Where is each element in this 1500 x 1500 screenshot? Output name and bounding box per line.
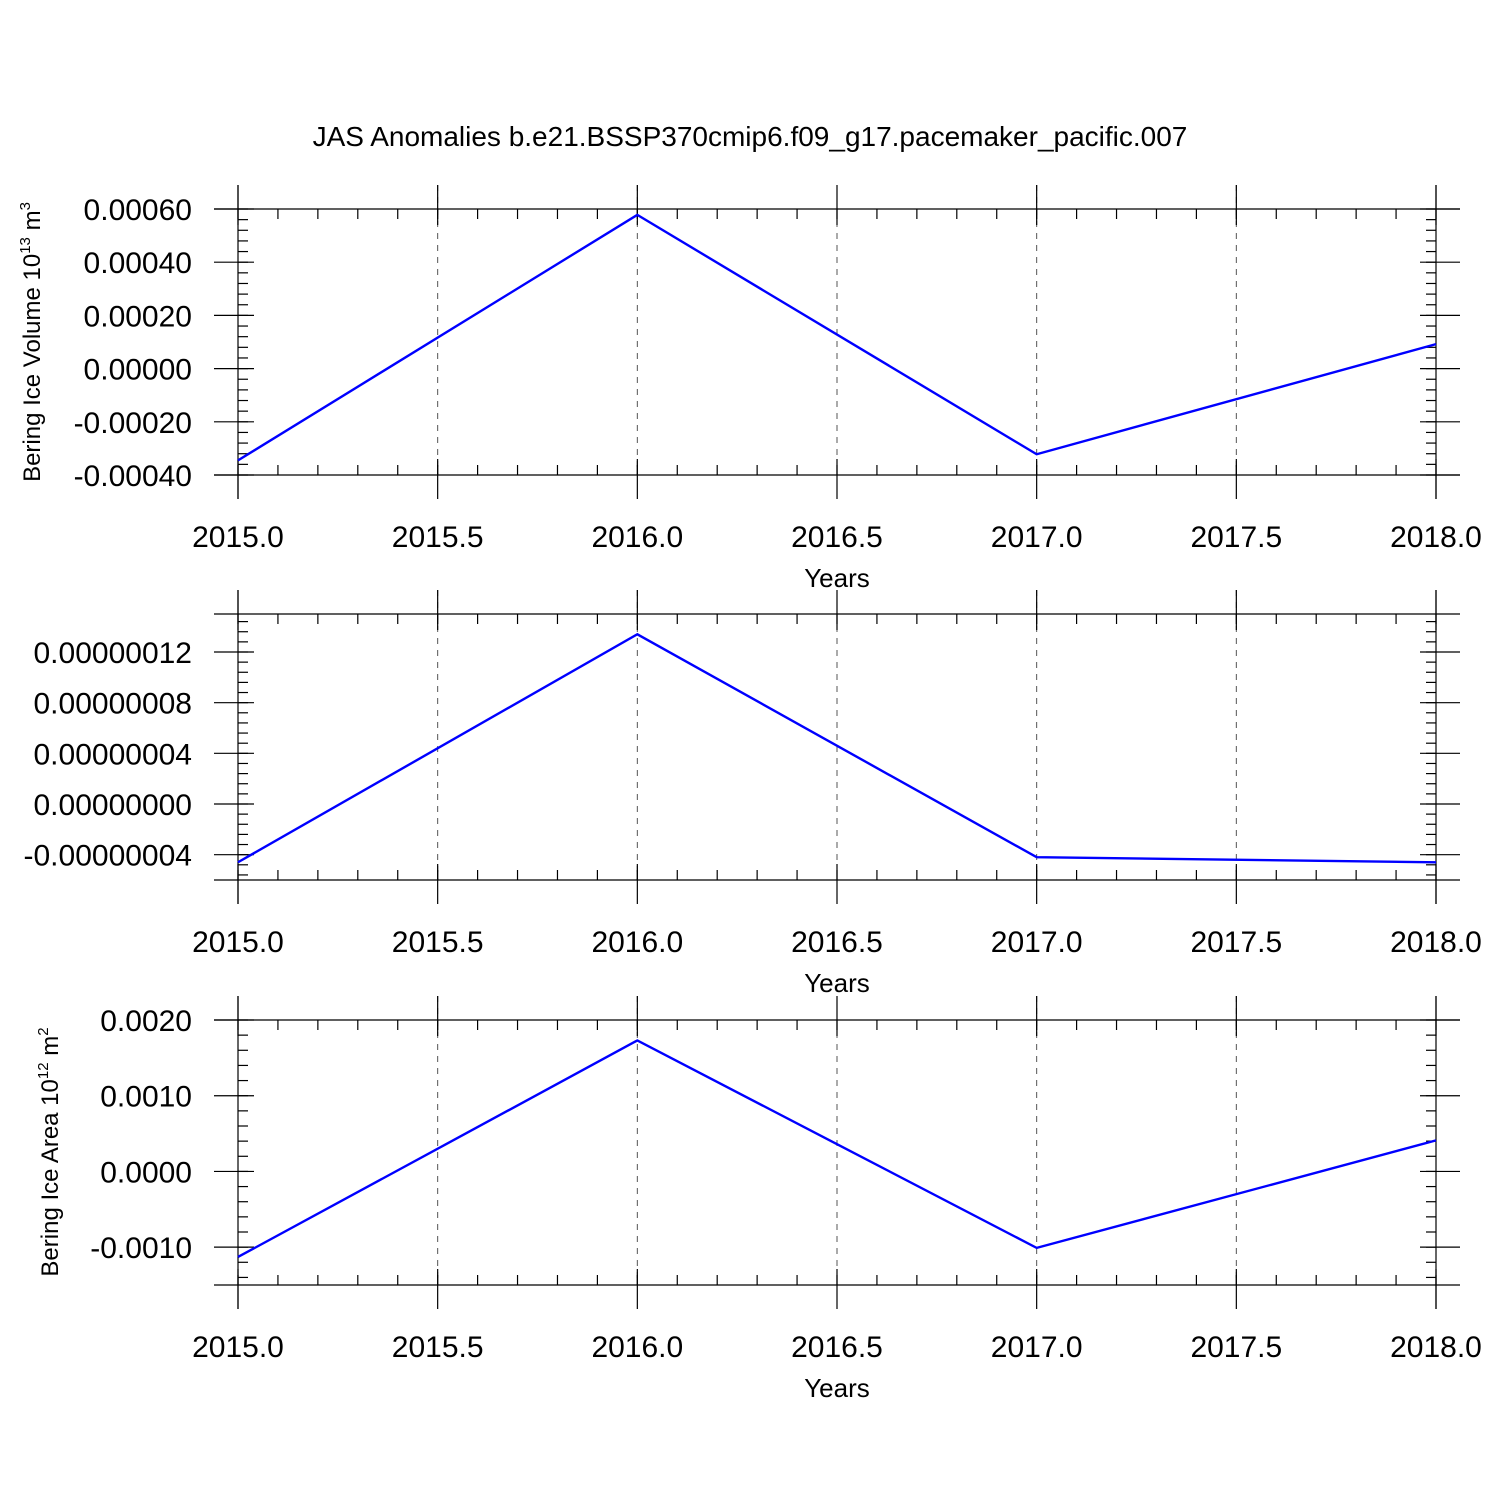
x-tick-label: 2017.0 [991, 521, 1083, 554]
x-tick-label: 2018.0 [1390, 1331, 1482, 1364]
x-tick-label: 2018.0 [1390, 521, 1482, 554]
y-axis-label: Bering Ice Volume 1013 m3 [17, 202, 46, 482]
y-tick-label: 0.00000000 [34, 789, 193, 822]
panel-1: 2015.0 2015.5 2016.0 2016.5 2017.0 2017.5 2018… [17, 185, 1482, 593]
x-axis-label: Years [804, 1373, 870, 1403]
y-axis-label: Bering Ice Area 1012 m2 [35, 1027, 64, 1276]
x-tick-label: 2016.5 [791, 926, 883, 959]
series-line [237, 632, 1437, 864]
y-tick-label: -0.00040 [74, 460, 192, 493]
y-tick-label: -0.0010 [90, 1232, 192, 1265]
panel-2: 2015.0 2015.5 2016.0 2016.5 2017.0 2017.5 2018… [24, 590, 1482, 998]
x-tick-label: 2017.0 [991, 926, 1083, 959]
y-axis-label-exp: 13 [17, 237, 34, 254]
y-axis-label-main: Bering Ice Volume 10 [19, 254, 46, 482]
x-tick-label: 2015.0 [192, 926, 284, 959]
series-line [237, 1039, 1437, 1259]
x-tick-label: 2017.0 [991, 1331, 1083, 1364]
x-axis-label: Years [804, 968, 870, 998]
x-tick-label: 2015.0 [192, 1331, 284, 1364]
x-tick-label: 2016.5 [791, 1331, 883, 1364]
x-axis-label: Years [804, 563, 870, 593]
y-axis-label-unit: m [37, 1036, 64, 1063]
y-tick-label: 0.00000008 [34, 688, 193, 721]
series-line [237, 213, 1437, 462]
y-tick-label: 0.00000004 [34, 738, 193, 771]
x-tick-label: 2018.0 [1390, 926, 1482, 959]
x-tick-label: 2016.5 [791, 521, 883, 554]
x-tick-label: 2016.0 [591, 1331, 683, 1364]
y-axis-label-unit: m [19, 210, 46, 237]
x-tick-label: 2017.5 [1190, 926, 1282, 959]
x-tick-label: 2015.5 [392, 926, 484, 959]
x-tick-label: 2016.0 [591, 926, 683, 959]
y-axis-label-main: Bering Ice Area 10 [37, 1079, 64, 1276]
y-axis-label-unit-exp: 2 [35, 1027, 52, 1035]
y-tick-label: 0.00000 [84, 354, 192, 387]
y-tick-label: 0.00000012 [34, 637, 193, 670]
x-tick-label: 2017.5 [1190, 521, 1282, 554]
panel-3: 2015.0 2015.5 2016.0 2016.5 2017.0 2017.5 2018… [35, 996, 1482, 1403]
y-tick-label: 0.00040 [84, 247, 192, 280]
y-tick-label: -0.00020 [74, 407, 192, 440]
figure-title: JAS Anomalies b.e21.BSSP370cmip6.f09_g17… [313, 121, 1188, 152]
y-tick-label: 0.00020 [84, 300, 192, 333]
y-tick-label: 0.0020 [100, 1005, 192, 1038]
x-tick-label: 2017.5 [1190, 1331, 1282, 1364]
x-tick-label: 2016.0 [591, 521, 683, 554]
chart-panels: 2015.0 2015.5 2016.0 2016.5 2017.0 2017.5 2018… [17, 185, 1482, 1403]
y-axis-label-exp: 12 [35, 1062, 52, 1079]
x-tick-label: 2015.5 [392, 521, 484, 554]
x-tick-label: 2015.0 [192, 521, 284, 554]
y-tick-label: -0.00000004 [24, 840, 193, 873]
y-tick-label: 0.00060 [84, 194, 192, 227]
y-axis-label-unit-exp: 3 [17, 202, 34, 210]
y-tick-label: 0.0010 [100, 1081, 192, 1114]
x-tick-label: 2015.5 [392, 1331, 484, 1364]
y-tick-label: 0.0000 [100, 1156, 192, 1189]
